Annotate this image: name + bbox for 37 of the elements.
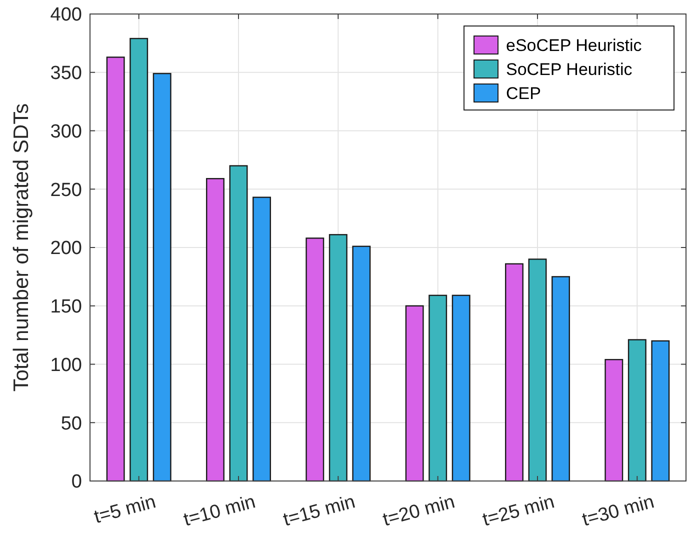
y-tick-label: 50: [60, 413, 82, 434]
x-tick-label: t=25 min: [480, 492, 557, 531]
y-tick-label: 300: [50, 121, 82, 142]
bar: [152, 72, 172, 482]
legend-label: CEP: [506, 84, 541, 103]
y-tick-label: 400: [50, 4, 82, 26]
bar: [328, 234, 348, 482]
y-tick-label: 150: [50, 296, 82, 318]
y-axis-title: Total number of migrated SDTs: [10, 103, 33, 392]
x-tick-label: t=30 min: [580, 492, 656, 531]
legend-label: eSoCEP Heuristic: [506, 36, 642, 55]
bar: [206, 178, 224, 482]
bar: [651, 340, 670, 482]
y-tick-label: 200: [50, 238, 82, 260]
bar: [505, 263, 524, 482]
bar: [130, 38, 148, 482]
bar: [106, 56, 125, 482]
x-tick-label: t=15 min: [281, 492, 358, 531]
bar: [352, 246, 371, 482]
x-tick-label: t=5 min: [92, 492, 158, 528]
y-tick-label: 250: [50, 180, 82, 201]
y-tick-label: 0: [71, 472, 82, 493]
x-tick-label: t=10 min: [181, 492, 258, 531]
bar: [306, 238, 324, 482]
y-tick-label: 100: [50, 354, 82, 376]
legend-label: SoCEP Heuristic: [506, 60, 633, 79]
bar: [252, 196, 271, 482]
bar: [604, 358, 624, 482]
bar: [229, 165, 248, 482]
y-tick-label: 350: [50, 63, 82, 84]
bar: [628, 339, 646, 482]
bar: [405, 305, 424, 482]
bar: [528, 258, 547, 482]
bar: [428, 294, 448, 482]
bar: [452, 294, 470, 482]
bar: [552, 276, 570, 482]
x-tick-label: t=20 min: [380, 492, 458, 531]
